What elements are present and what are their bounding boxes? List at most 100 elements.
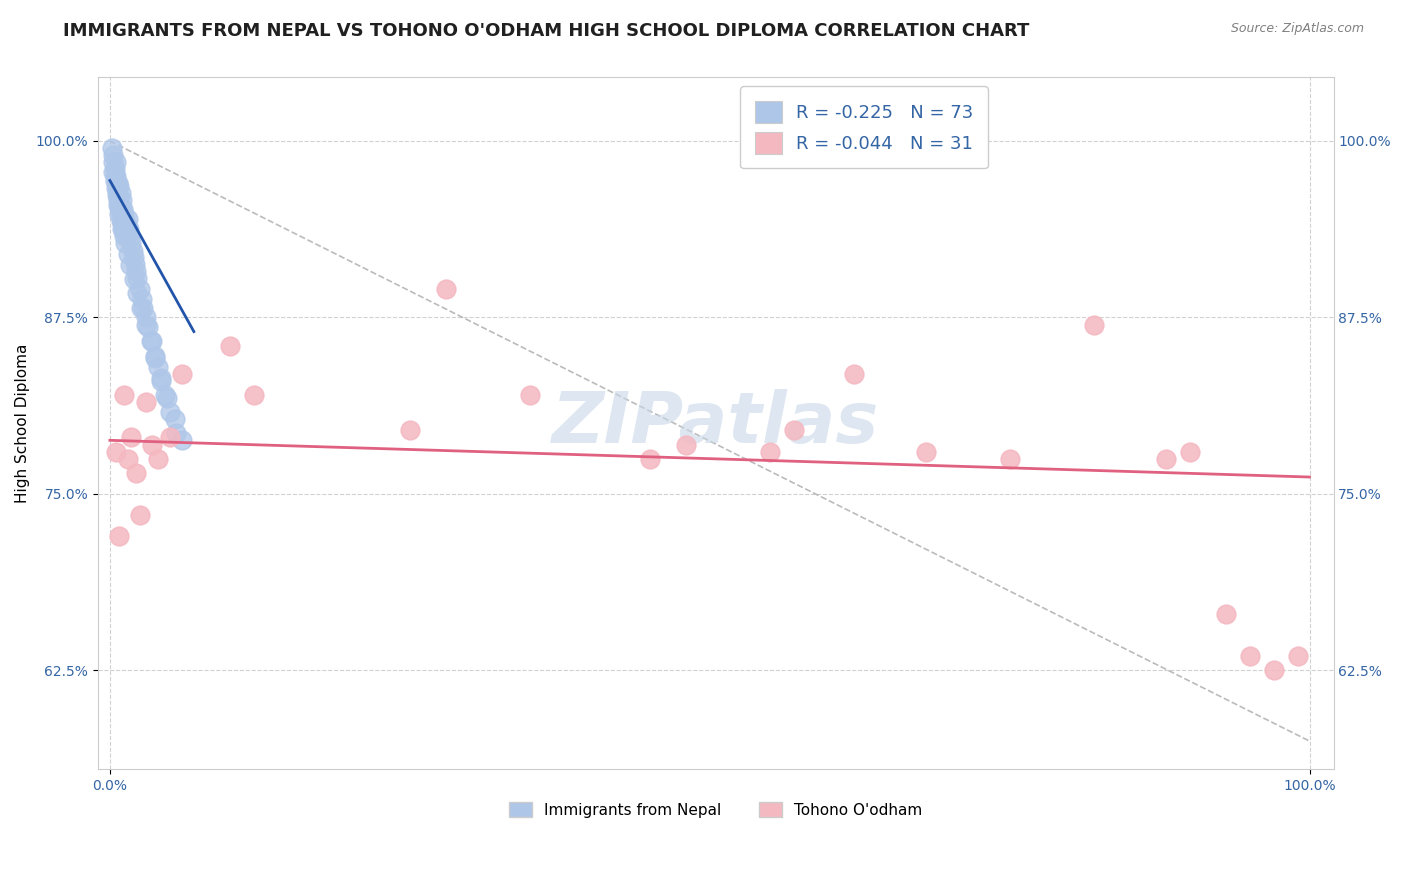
Point (128, 508, 150, 523)
Point (159, 430, 181, 444)
Point (103, 165, 125, 179)
Point (117, 211, 139, 226)
Point (145, 351, 167, 366)
Point (842, 367, 865, 381)
Point (108, 179, 131, 194)
Point (103, 148, 125, 162)
Point (1154, 451, 1177, 466)
Point (110, 214, 132, 228)
Point (112, 221, 135, 235)
Point (141, 437, 163, 451)
Point (1215, 607, 1237, 621)
Point (519, 388, 541, 402)
Point (136, 320, 159, 334)
Point (127, 271, 149, 285)
Point (758, 444, 780, 458)
Point (104, 180, 127, 194)
Point (146, 359, 169, 374)
Point (108, 207, 131, 221)
Point (128, 282, 150, 296)
Point (115, 219, 138, 233)
Y-axis label: High School Diploma: High School Diploma (15, 343, 30, 503)
Text: IMMIGRANTS FROM NEPAL VS TOHONO O'ODHAM HIGH SCHOOL DIPLOMA CORRELATION CHART: IMMIGRANTS FROM NEPAL VS TOHONO O'ODHAM … (63, 22, 1029, 40)
Point (398, 424, 420, 438)
Point (218, 339, 240, 353)
Point (104, 173, 127, 187)
Point (159, 405, 181, 419)
Point (107, 194, 129, 208)
Point (108, 529, 131, 543)
Point (914, 444, 936, 458)
Point (112, 221, 135, 235)
Point (124, 257, 146, 271)
Point (163, 412, 186, 426)
Point (112, 388, 135, 402)
Point (434, 282, 457, 296)
Point (105, 187, 128, 202)
Point (117, 247, 139, 261)
Point (150, 371, 173, 385)
Point (107, 197, 129, 211)
Legend: Immigrants from Nepal, Tohono O'odham: Immigrants from Nepal, Tohono O'odham (502, 796, 929, 824)
Point (135, 318, 157, 332)
Point (121, 430, 143, 444)
Point (1083, 318, 1105, 332)
Point (114, 227, 136, 242)
Point (112, 228, 135, 243)
Point (139, 334, 162, 349)
Point (141, 334, 163, 349)
Point (103, 155, 125, 169)
Point (111, 194, 134, 208)
Point (150, 374, 173, 388)
Point (114, 213, 136, 227)
Point (114, 235, 136, 250)
Point (108, 200, 131, 214)
Point (129, 301, 152, 315)
Point (1239, 649, 1261, 664)
Point (1286, 649, 1309, 664)
Point (125, 264, 148, 278)
Point (170, 367, 193, 381)
Point (135, 395, 157, 409)
Point (111, 207, 134, 221)
Text: ZIPatlas: ZIPatlas (553, 389, 879, 458)
Point (112, 216, 135, 230)
Point (131, 292, 153, 306)
Point (105, 177, 128, 191)
Point (170, 434, 193, 448)
Point (101, 141, 124, 155)
Point (104, 169, 127, 184)
Point (107, 190, 129, 204)
Point (110, 200, 132, 214)
Point (110, 186, 132, 201)
Point (675, 437, 697, 451)
Point (120, 258, 142, 272)
Point (117, 226, 139, 240)
Point (998, 451, 1021, 466)
Point (165, 426, 187, 441)
Point (112, 202, 135, 216)
Point (104, 162, 127, 177)
Point (122, 250, 145, 264)
Point (243, 388, 266, 402)
Point (122, 272, 145, 286)
Point (104, 444, 127, 458)
Point (108, 194, 131, 208)
Point (153, 388, 176, 402)
Point (156, 391, 179, 405)
Point (121, 244, 143, 259)
Point (120, 230, 142, 244)
Point (127, 286, 149, 301)
Point (117, 451, 139, 466)
Point (121, 235, 143, 250)
Point (135, 310, 157, 325)
Text: Source: ZipAtlas.com: Source: ZipAtlas.com (1230, 22, 1364, 36)
Point (782, 424, 804, 438)
Point (110, 207, 132, 221)
Point (111, 221, 134, 235)
Point (145, 349, 167, 363)
Point (104, 155, 127, 169)
Point (638, 451, 661, 466)
Point (1178, 444, 1201, 458)
Point (1263, 664, 1285, 678)
